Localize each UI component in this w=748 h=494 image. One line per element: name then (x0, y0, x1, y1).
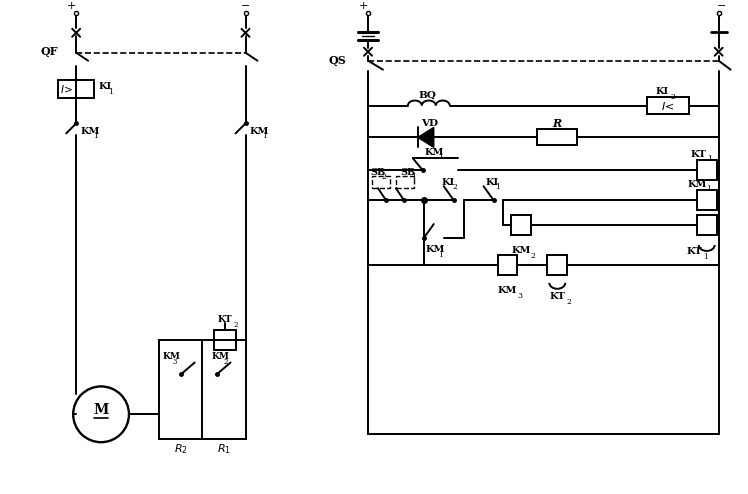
Text: 1: 1 (703, 253, 708, 261)
Text: 3: 3 (173, 358, 177, 366)
Text: KI: KI (98, 82, 111, 91)
Text: KT: KT (550, 292, 565, 301)
Text: KT: KT (687, 247, 702, 256)
Text: 2: 2 (453, 183, 458, 191)
Text: 2: 2 (531, 252, 536, 260)
Text: 1: 1 (438, 153, 443, 162)
Text: SB: SB (370, 168, 385, 177)
Text: 2: 2 (381, 173, 386, 181)
Text: −: − (241, 1, 250, 11)
Text: KM: KM (497, 287, 517, 295)
Text: VD: VD (421, 119, 438, 128)
Bar (696, 215, 717, 235)
Bar (159, 339, 245, 439)
Text: 1: 1 (93, 132, 98, 140)
Text: M: M (94, 403, 108, 417)
Bar (396, 176, 414, 188)
Text: 3: 3 (517, 292, 522, 300)
Text: 2: 2 (567, 298, 571, 306)
Bar (696, 190, 717, 210)
Text: R: R (553, 118, 562, 129)
Bar (647, 96, 689, 115)
Text: KT: KT (691, 150, 707, 159)
Text: −: − (717, 1, 726, 11)
Text: $R_2$: $R_2$ (174, 442, 188, 456)
Text: KM: KM (425, 148, 444, 157)
Text: +: + (358, 1, 368, 11)
Text: +: + (67, 1, 76, 11)
Text: KI: KI (655, 87, 669, 96)
Text: 1: 1 (438, 251, 443, 259)
Bar (372, 176, 390, 188)
Text: BQ: BQ (419, 91, 437, 100)
Text: $R_1$: $R_1$ (217, 442, 230, 456)
Text: KM: KM (687, 180, 706, 189)
Text: 2: 2 (224, 358, 228, 366)
Text: 2: 2 (670, 92, 675, 101)
Text: 1: 1 (706, 185, 711, 193)
Bar (537, 129, 577, 145)
Text: 2: 2 (233, 321, 238, 329)
Bar (58, 80, 94, 97)
Text: KM: KM (163, 352, 181, 361)
Text: 1: 1 (411, 173, 416, 181)
Bar (214, 329, 236, 350)
Bar (512, 215, 531, 235)
Text: KM: KM (512, 247, 531, 255)
Bar (696, 160, 717, 180)
Bar (497, 255, 518, 275)
Text: KM: KM (250, 127, 269, 136)
Text: 1: 1 (108, 87, 113, 95)
Text: 1: 1 (495, 183, 500, 191)
Text: 1: 1 (263, 132, 267, 140)
Text: KM: KM (80, 127, 99, 136)
Text: SB: SB (400, 168, 415, 177)
Text: KT: KT (217, 315, 232, 324)
Text: $I\!>$: $I\!>$ (60, 82, 73, 94)
Text: KI: KI (485, 178, 499, 187)
Text: 1: 1 (708, 155, 712, 164)
Text: KM: KM (212, 352, 230, 361)
Text: $I\!<$: $I\!<$ (661, 99, 675, 112)
Text: KM: KM (426, 246, 445, 254)
Text: KI: KI (442, 178, 455, 187)
Text: QS: QS (328, 55, 346, 66)
Text: QF: QF (40, 46, 58, 57)
Polygon shape (418, 127, 434, 147)
Bar (548, 255, 567, 275)
